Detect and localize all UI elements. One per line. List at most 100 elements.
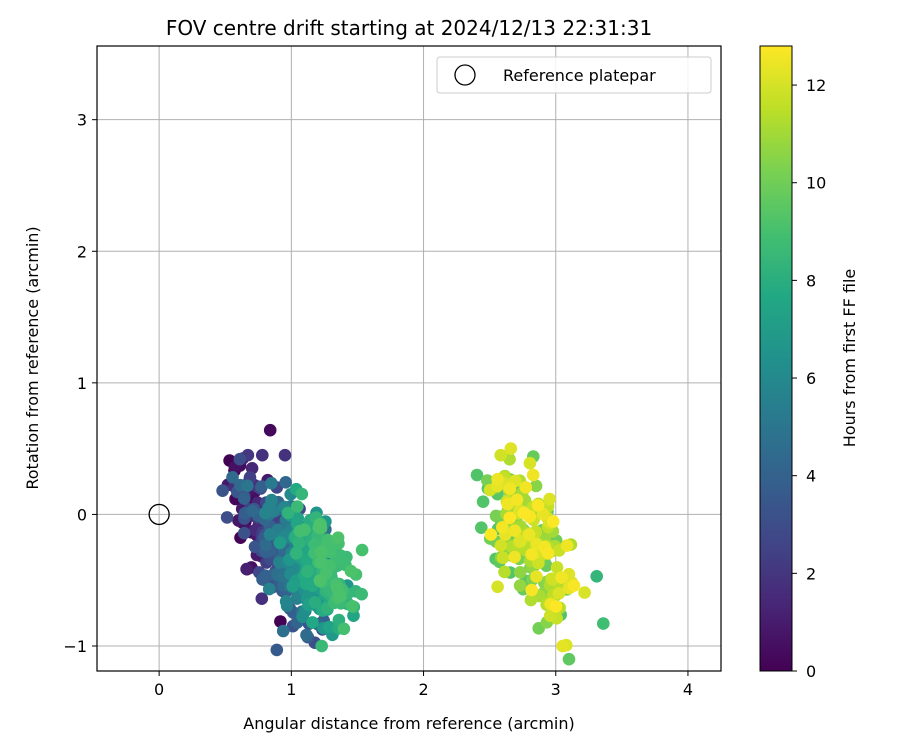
data-point <box>276 624 290 638</box>
data-point <box>562 652 576 666</box>
data-point <box>496 551 510 565</box>
data-point <box>543 609 557 622</box>
data-point <box>262 582 276 596</box>
colorbar-tick-label: 6 <box>806 369 816 388</box>
data-point <box>308 596 322 609</box>
y-tick-label: 3 <box>77 111 87 130</box>
y-tick-label: −1 <box>63 637 87 656</box>
y-axis-label: Rotation from reference (arcmin) <box>23 226 42 489</box>
data-point <box>255 592 269 605</box>
data-point <box>246 504 259 518</box>
plot-frame <box>96 45 722 672</box>
chart-title: FOV centre drift starting at 2024/12/13 … <box>166 16 652 40</box>
data-point <box>315 545 328 559</box>
x-tick-label: 3 <box>551 680 561 699</box>
data-point <box>259 538 273 552</box>
data-point <box>248 540 262 554</box>
data-point <box>240 562 253 576</box>
data-point <box>279 595 293 608</box>
data-point <box>531 499 545 512</box>
data-point <box>314 521 328 535</box>
y-tick-label: 2 <box>77 242 87 261</box>
data-point <box>300 628 313 642</box>
data-point <box>555 571 568 584</box>
data-point <box>265 493 278 507</box>
x-tick-label: 4 <box>683 680 693 699</box>
data-point <box>315 639 329 653</box>
legend: Reference platepar <box>436 56 712 94</box>
data-point <box>546 515 560 528</box>
data-point <box>263 528 277 541</box>
data-point <box>279 476 293 489</box>
x-tick-label: 1 <box>286 680 296 699</box>
data-point <box>578 586 591 599</box>
data-point <box>270 643 284 657</box>
data-point <box>494 448 508 462</box>
data-point <box>503 482 517 496</box>
data-point <box>274 615 287 628</box>
data-point <box>331 531 345 544</box>
x-tick-label: 0 <box>154 680 164 699</box>
legend-box <box>436 56 712 94</box>
data-point <box>508 550 521 564</box>
legend-label: Reference platepar <box>503 66 656 85</box>
data-point <box>241 479 254 493</box>
data-point <box>237 526 251 540</box>
data-point <box>552 587 566 600</box>
data-point <box>233 452 247 466</box>
data-point <box>255 448 269 462</box>
data-point <box>337 622 351 636</box>
data-point <box>514 535 527 548</box>
data-point <box>306 616 319 629</box>
data-point <box>513 579 527 592</box>
colorbar-tick-label: 8 <box>806 271 816 290</box>
data-point <box>513 566 527 579</box>
data-point <box>525 583 538 597</box>
data-point <box>519 481 533 494</box>
y-tick-label: 0 <box>77 505 87 524</box>
y-tick-label: 1 <box>77 374 87 393</box>
data-point <box>298 523 311 537</box>
data-point <box>525 548 538 561</box>
colorbar-tick-label: 12 <box>806 76 826 95</box>
data-point <box>278 448 292 462</box>
data-point <box>541 547 555 560</box>
reference-point <box>148 503 170 526</box>
y-axis-ticks: −1 0 1 2 3 <box>63 111 97 656</box>
data-point <box>524 593 538 607</box>
data-point <box>491 472 504 486</box>
data-point <box>543 492 556 506</box>
data-point <box>556 639 569 653</box>
colorbar-tick-label: 4 <box>806 467 816 486</box>
grid <box>97 46 721 671</box>
data-point <box>484 528 498 541</box>
data-point <box>489 509 503 523</box>
colorbar-tick-label: 2 <box>806 564 816 583</box>
colorbar: 0 2 4 6 8 10 12 Hours from first FF file <box>759 45 859 681</box>
colorbar-label: Hours from first FF file <box>840 269 859 448</box>
data-point <box>344 564 358 578</box>
data-point <box>331 581 344 595</box>
data-point <box>216 484 229 498</box>
data-point <box>475 521 488 534</box>
data-point <box>355 587 369 601</box>
data-point <box>470 468 484 482</box>
colorbar-tick-label: 0 <box>806 662 816 681</box>
data-point <box>503 511 517 525</box>
data-point <box>237 492 251 505</box>
data-point <box>523 456 537 470</box>
data-point <box>550 561 564 574</box>
data-point <box>522 528 536 541</box>
data-point <box>498 565 511 579</box>
data-point <box>281 506 295 520</box>
data-point <box>510 493 524 507</box>
reference-platepar-marker <box>148 503 170 526</box>
data-point <box>529 479 543 493</box>
data-point <box>220 511 234 524</box>
x-tick-label: 2 <box>418 680 428 699</box>
data-point <box>496 521 509 534</box>
colorbar-ticks: 0 2 4 6 8 10 12 <box>792 76 826 681</box>
data-point <box>532 556 545 570</box>
